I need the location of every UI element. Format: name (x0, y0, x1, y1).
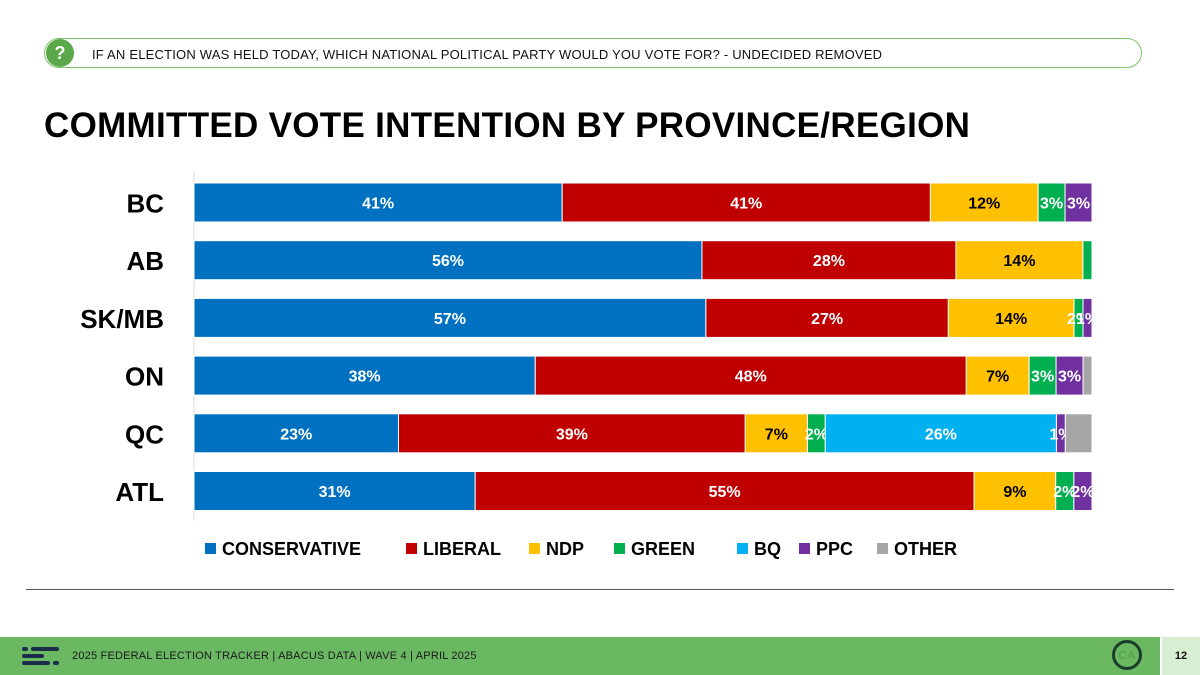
data-label: 48% (735, 369, 767, 386)
bar-segment (929, 182, 1039, 223)
data-label: 14% (995, 311, 1027, 328)
bar-segment (1082, 355, 1093, 396)
divider-line (26, 589, 1174, 590)
question-icon: ? (46, 39, 74, 67)
data-label: 26% (925, 426, 957, 443)
bar-segment (705, 297, 949, 338)
bar-segment (744, 413, 808, 454)
legend-label: CONSERVATIVE (222, 539, 361, 559)
data-label: 3% (1058, 369, 1081, 386)
data-label: 27% (811, 311, 843, 328)
legend-label: PPC (816, 539, 853, 559)
bar-segment (1064, 182, 1093, 223)
bar-segment (193, 297, 707, 338)
footer-text: 2025 FEDERAL ELECTION TRACKER | ABACUS D… (72, 650, 477, 662)
data-label: 41% (362, 196, 394, 213)
legend-swatch (205, 543, 216, 554)
bar-segment (1055, 355, 1084, 396)
legend-swatch (614, 543, 625, 554)
legend-swatch (406, 543, 417, 554)
bar-segment (1082, 240, 1093, 281)
category-label: BC (126, 189, 164, 219)
data-label: 28% (813, 253, 845, 270)
bar-segment (397, 413, 746, 454)
bar-segment (1073, 471, 1093, 511)
bar-segment (1028, 355, 1057, 396)
legend-label: BQ (754, 539, 781, 559)
bar-segment (1082, 297, 1093, 338)
category-label: SK/MB (80, 304, 164, 334)
legend-label: OTHER (894, 539, 957, 559)
bar-segment (701, 240, 957, 281)
data-label: 55% (709, 484, 741, 501)
bar-segment (534, 355, 967, 396)
category-label: AB (126, 246, 164, 276)
data-label: 39% (556, 426, 588, 443)
legend-label: LIBERAL (423, 539, 501, 559)
data-label: 3% (1040, 196, 1063, 213)
data-label: 9% (1003, 484, 1026, 501)
legend-label: GREEN (631, 539, 695, 559)
abacus-logo-icon (22, 647, 59, 665)
data-label: 31% (319, 484, 351, 501)
bar-segment (824, 413, 1057, 454)
bar-segment (1037, 182, 1066, 223)
footer-band (0, 637, 1160, 675)
bar-segment (973, 471, 1057, 511)
data-label: 3% (1067, 196, 1090, 213)
category-label: ATL (115, 477, 164, 507)
data-label: 2% (1053, 484, 1076, 501)
bar-segment (193, 355, 536, 396)
legend-label: NDP (546, 539, 584, 559)
data-label: 56% (432, 253, 464, 270)
bar-segment (474, 471, 975, 511)
chart-title: COMMITTED VOTE INTENTION BY PROVINCE/REG… (44, 106, 971, 145)
data-label: 1% (1076, 311, 1099, 328)
ca-badge: CA (1112, 640, 1142, 670)
data-label: 7% (765, 426, 788, 443)
data-label: 7% (986, 369, 1009, 386)
bar-segment (965, 355, 1030, 396)
bar-segment (955, 240, 1084, 281)
stacked-bar-chart: BC 41% 41% 12% 3% 3%AB 56% 28% 14%SK/MB 57% 27% 14%… (80, 171, 1099, 559)
page-number: 12 (1162, 637, 1200, 675)
question-banner (44, 38, 1142, 68)
category-label: ON (125, 362, 164, 392)
bar-segment (193, 240, 703, 281)
legend-swatch (799, 543, 810, 554)
data-label: 12% (968, 196, 1000, 213)
bar-segment (1064, 413, 1093, 454)
data-label: 14% (1003, 253, 1035, 270)
legend-swatch (877, 543, 888, 554)
legend-swatch (529, 543, 540, 554)
bar-segment (193, 413, 399, 454)
data-label: 3% (1031, 369, 1054, 386)
data-label: 23% (280, 426, 312, 443)
data-label: 41% (730, 196, 762, 213)
data-label: 57% (434, 311, 466, 328)
category-label: QC (125, 419, 164, 449)
data-label: 2% (805, 426, 828, 443)
data-label: 2% (1071, 484, 1094, 501)
bar-segment (947, 297, 1075, 338)
question-text: IF AN ELECTION WAS HELD TODAY, WHICH NAT… (92, 47, 883, 62)
data-label: 38% (349, 369, 381, 386)
legend-swatch (737, 543, 748, 554)
